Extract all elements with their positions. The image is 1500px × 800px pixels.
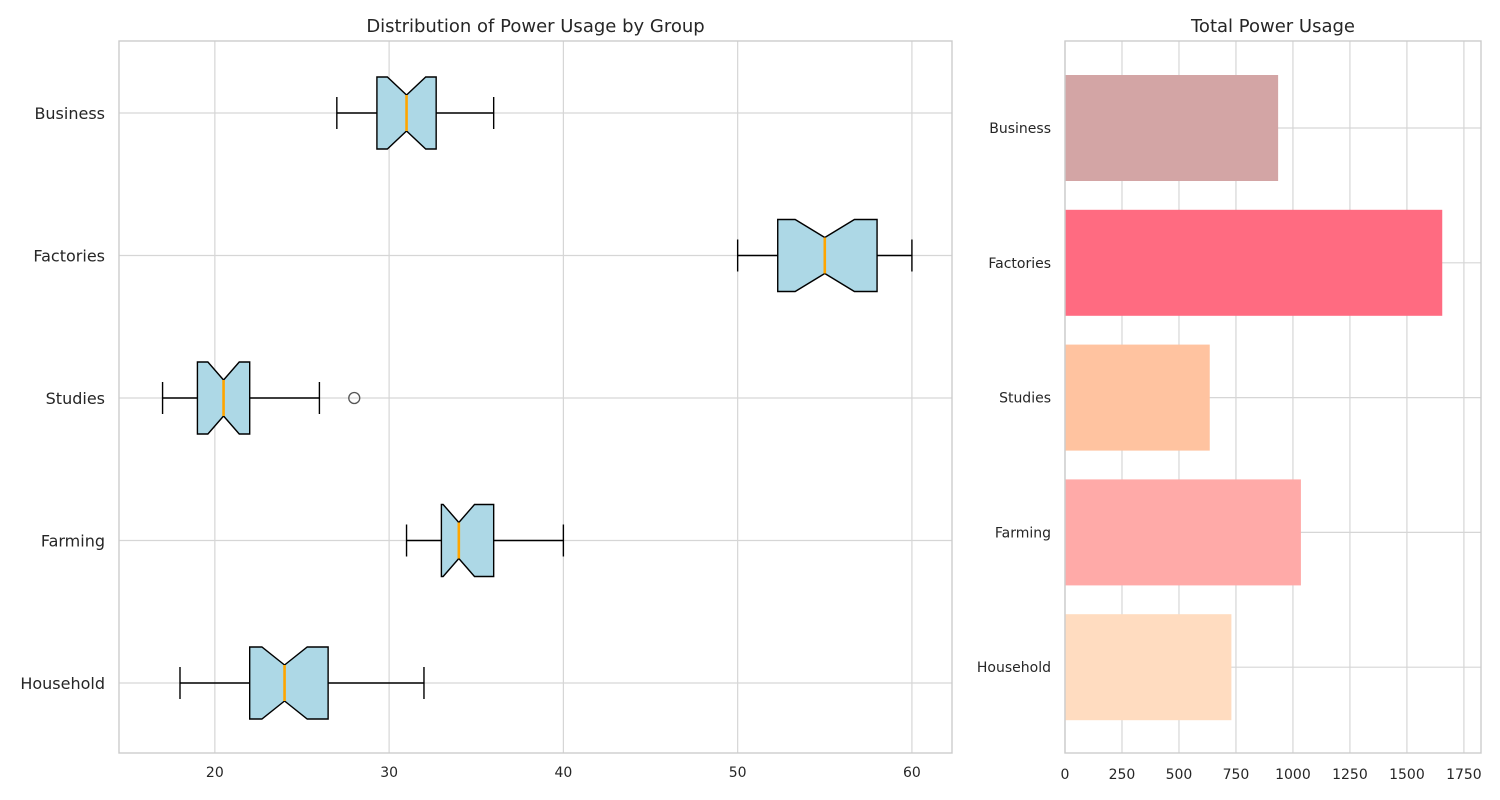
bar-y-tick-label-farming: Farming xyxy=(995,525,1051,541)
bar-x-tick-label: 1500 xyxy=(1389,767,1425,783)
bar-x-tick-label: 250 xyxy=(1109,767,1136,783)
bar-panel: Total Power Usage 0 250 500 750 1000 1250 1500… xyxy=(977,16,1482,783)
bar-x-tick-label: 1750 xyxy=(1446,767,1482,783)
outlier-point xyxy=(348,391,361,405)
bar-x-tick-label: 750 xyxy=(1223,767,1250,783)
boxplot-axes-frame xyxy=(118,40,953,754)
boxplot-x-tick-label: 50 xyxy=(729,765,747,781)
bar-y-tick-labels: Business Factories Studies Farming Household xyxy=(977,121,1051,676)
boxplot-x-tick-label: 60 xyxy=(903,765,921,781)
boxplot-y-tick-label-studies: Studies xyxy=(46,389,105,408)
bar-y-tick-label-factories: Factories xyxy=(988,256,1051,272)
notched-box xyxy=(777,218,878,293)
box-business xyxy=(336,76,495,150)
bar-x-tick-label: 1000 xyxy=(1275,767,1311,783)
box-studies xyxy=(161,361,361,435)
bar-x-tick-label: 1250 xyxy=(1332,767,1368,783)
boxplot-x-tick-labels: 20 30 40 50 60 xyxy=(206,765,921,781)
bar-x-tick-label: 500 xyxy=(1166,767,1193,783)
boxplot-y-tick-labels: Business Factories Studies Farming Household xyxy=(20,104,105,693)
box-farming xyxy=(405,503,565,578)
bar-farming xyxy=(1065,479,1301,586)
boxplot-x-tick-label: 30 xyxy=(380,765,398,781)
bar-studies xyxy=(1065,344,1210,451)
bar-factories xyxy=(1065,209,1443,316)
boxplot-panel: Distribution of Power Usage by Group 20 3… xyxy=(20,16,953,781)
bar-household xyxy=(1065,614,1232,721)
bar-marks xyxy=(1065,75,1443,721)
bar-x-tick-label: 0 xyxy=(1061,767,1070,783)
bar-y-tick-label-studies: Studies xyxy=(999,391,1051,407)
boxplot-y-tick-label-business: Business xyxy=(34,104,105,123)
boxplot-y-tick-label-household: Household xyxy=(20,674,105,693)
bar-y-tick-label-business: Business xyxy=(989,121,1051,137)
boxplot-marks xyxy=(161,76,913,720)
boxplot-y-tick-label-farming: Farming xyxy=(41,532,105,551)
notched-box xyxy=(249,646,329,720)
boxplot-x-tick-label: 40 xyxy=(554,765,572,781)
bar-axes-frame xyxy=(1064,40,1482,754)
boxplot-x-tick-label: 20 xyxy=(206,765,224,781)
box-household xyxy=(179,646,425,720)
box-factories xyxy=(736,218,913,293)
bar-x-tick-labels: 0 250 500 750 1000 1250 1500 1750 xyxy=(1061,767,1482,783)
bar-title: Total Power Usage xyxy=(1190,16,1355,37)
boxplot-y-tick-label-factories: Factories xyxy=(33,247,105,266)
boxplot-title: Distribution of Power Usage by Group xyxy=(366,16,704,37)
notched-box xyxy=(440,503,495,578)
bar-business xyxy=(1065,75,1279,181)
bar-y-tick-label-household: Household xyxy=(977,660,1051,676)
